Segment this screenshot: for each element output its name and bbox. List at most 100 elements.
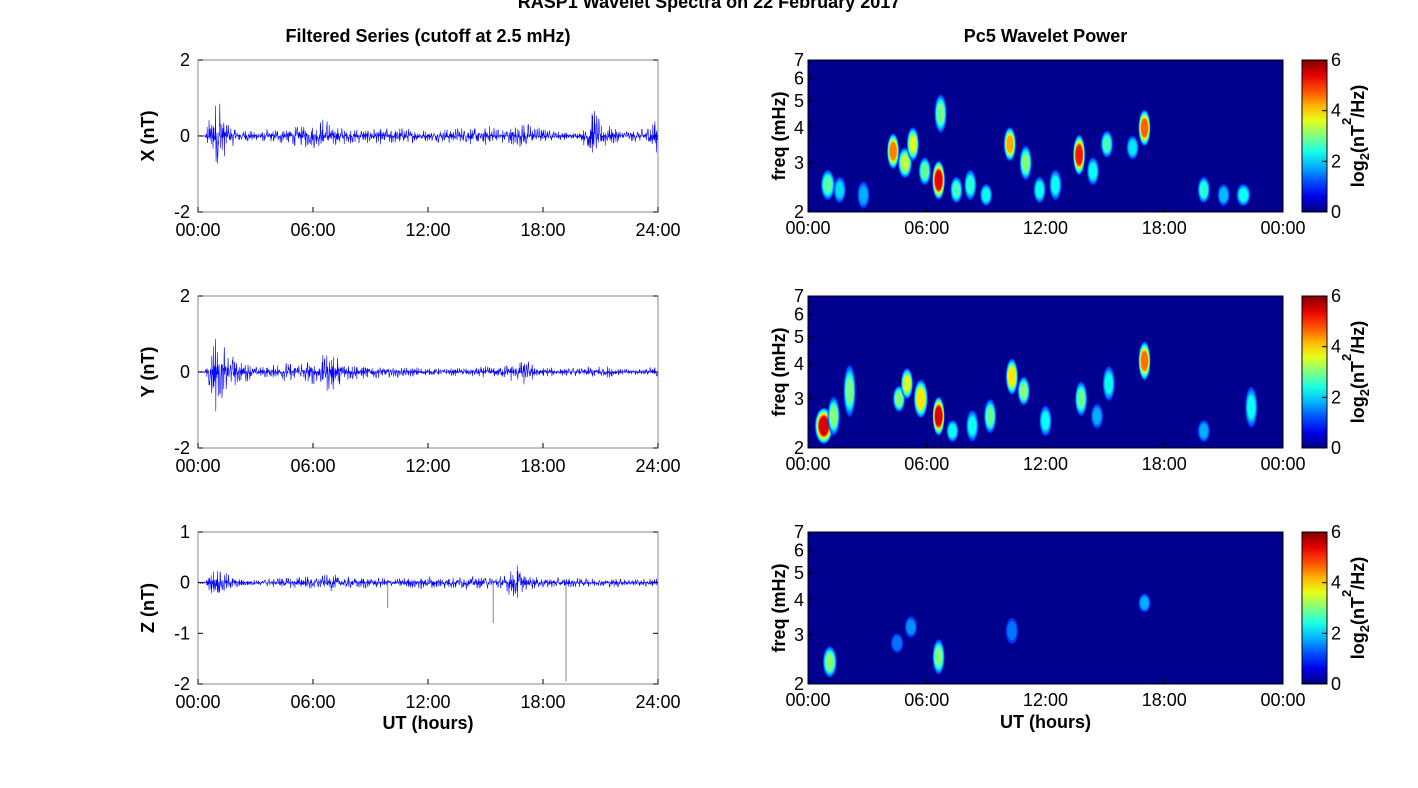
- y-tick-label: 3: [794, 389, 804, 409]
- z-series-panel: -2 -1 0 1 00:00 06:00 12:00 18:00 24:00 Z (nT) UT …: [138, 522, 681, 733]
- power-blob: [1020, 383, 1028, 399]
- colorbar-tick-label: 2: [1331, 387, 1341, 407]
- x-tick-label: 06:00: [290, 456, 335, 476]
- colorbar-tick-label: 4: [1331, 101, 1341, 121]
- y-tick-label: 2: [794, 438, 804, 458]
- power-blob: [1051, 176, 1060, 194]
- x-tick-label: 00:00: [175, 692, 220, 712]
- x-tick-label: 00:00: [785, 454, 830, 474]
- power-blob: [819, 416, 829, 435]
- power-blob: [1104, 373, 1113, 394]
- colorbar-label-part: 2: [1339, 354, 1354, 361]
- colorbar-tick-label: 6: [1331, 50, 1341, 70]
- x-tick-label: 00:00: [1260, 218, 1305, 238]
- y-tick-label: 6: [794, 69, 804, 89]
- z-wavelet-plot-area: [808, 532, 1283, 684]
- y-tick-label: -2: [174, 438, 190, 458]
- colorbar-tick-label: 0: [1331, 674, 1341, 694]
- power-blob: [1006, 135, 1014, 153]
- z-wavelet-colorbar: [1301, 531, 1328, 685]
- colorbar-tick-label: 0: [1331, 438, 1341, 458]
- power-blob: [952, 182, 961, 198]
- colorbar-label-part: (nT: [1348, 125, 1368, 153]
- power-blob: [1239, 188, 1248, 202]
- power-blob: [1035, 182, 1044, 198]
- colorbar-label-part: 2: [1357, 389, 1372, 396]
- y-tick-label: -2: [174, 202, 190, 222]
- x-tick-label: 00:00: [785, 690, 830, 710]
- y-tick-label: 1: [180, 522, 190, 542]
- y-series-trace: [197, 338, 659, 412]
- power-blob: [1103, 136, 1111, 152]
- y-tick-label: 0: [180, 573, 190, 593]
- power-blob: [1199, 423, 1208, 439]
- wavelet-power-title: Pc5 Wavelet Power: [963, 26, 1128, 46]
- x-wavelet-ylabel: freq (mHz): [769, 91, 789, 180]
- x-wavelet-colorbar-label: log2(nT2/Hz): [1339, 85, 1372, 187]
- x-tick-label: 18:00: [520, 692, 565, 712]
- power-blob: [1008, 367, 1016, 386]
- y-tick-label: 7: [794, 286, 804, 306]
- y-tick-label: -2: [174, 674, 190, 694]
- x-tick-label: 00:00: [175, 456, 220, 476]
- power-blob: [903, 375, 911, 392]
- colorbar-label-part: /Hz): [1348, 557, 1368, 590]
- y-tick-label: 6: [794, 541, 804, 561]
- power-blob: [968, 416, 977, 435]
- z-wavelet-colorbar-label: log2(nT2/Hz): [1339, 557, 1372, 659]
- x-wavelet-colorbar: [1301, 59, 1328, 213]
- y-tick-label: 2: [794, 674, 804, 694]
- power-blob: [921, 163, 929, 179]
- x-tick-label: 06:00: [290, 692, 335, 712]
- power-blob: [1041, 412, 1050, 430]
- power-blob: [892, 635, 902, 651]
- colorbar-label-part: (nT: [1348, 361, 1368, 389]
- x-tick-label: 12:00: [1023, 690, 1068, 710]
- colorbar-tick-label: 4: [1331, 573, 1341, 593]
- power-blob: [859, 186, 868, 204]
- z-wavelet-ylabel: freq (mHz): [769, 563, 789, 652]
- y-tick-label: 5: [794, 91, 804, 111]
- y-tick-label: 5: [794, 327, 804, 347]
- colorbar-label-part: 2: [1339, 590, 1354, 597]
- power-blob: [895, 391, 903, 407]
- z-wavelet-xlabel: UT (hours): [1000, 712, 1091, 732]
- power-blob: [909, 135, 917, 153]
- z-series-trace: [197, 565, 659, 598]
- x-tick-label: 00:00: [175, 220, 220, 240]
- x-tick-label: 12:00: [1023, 218, 1068, 238]
- colorbar-label-part: log: [1348, 396, 1368, 423]
- power-blob: [823, 176, 832, 194]
- colorbar-label-part: 2: [1339, 118, 1354, 125]
- x-tick-label: 06:00: [904, 454, 949, 474]
- power-blob: [1140, 596, 1149, 610]
- y-tick-label: 7: [794, 50, 804, 70]
- power-blob: [1007, 621, 1017, 641]
- z-series-xlabel: UT (hours): [383, 713, 474, 733]
- x-tick-label: 18:00: [1142, 218, 1187, 238]
- x-tick-label: 18:00: [520, 220, 565, 240]
- power-blob: [835, 182, 844, 198]
- y-tick-label: 0: [180, 362, 190, 382]
- power-blob: [916, 389, 925, 409]
- y-tick-label: -1: [174, 623, 190, 643]
- colorbar-tick-label: 0: [1331, 202, 1341, 222]
- power-blob: [1093, 408, 1101, 425]
- x-tick-label: 18:00: [1142, 690, 1187, 710]
- colorbar-label-part: /Hz): [1348, 85, 1368, 118]
- colorbar-label-part: 2: [1357, 153, 1372, 160]
- x-tick-label: 00:00: [785, 218, 830, 238]
- z-series-ylabel: Z (nT): [138, 583, 158, 633]
- y-tick-label: 2: [180, 50, 190, 70]
- power-blob: [948, 424, 957, 438]
- x-tick-label: 00:00: [1260, 690, 1305, 710]
- x-series-panel: -2 0 2 00:00 06:00 12:00 18:00 24:00 X (nT): [138, 50, 681, 240]
- y-tick-label: 2: [794, 202, 804, 222]
- power-blob: [900, 154, 910, 171]
- power-blob: [889, 142, 897, 161]
- x-tick-label: 00:00: [1260, 454, 1305, 474]
- z-wavelet-background: [808, 532, 1283, 684]
